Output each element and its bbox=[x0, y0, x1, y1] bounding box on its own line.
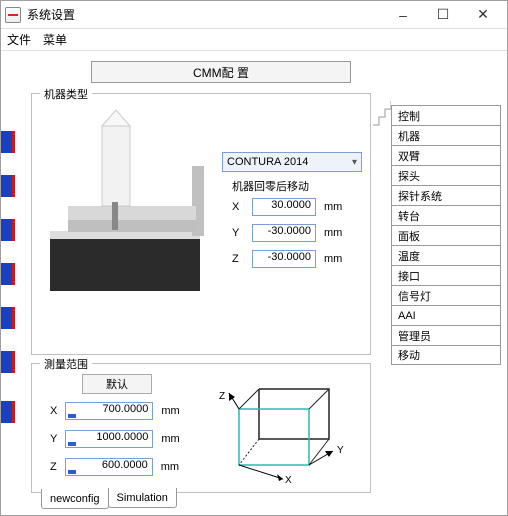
cube-x-label: X bbox=[285, 475, 292, 485]
side-tab-rotary[interactable]: 转台 bbox=[391, 205, 501, 225]
cube-y-label: Y bbox=[337, 445, 344, 456]
post-home-label: 机器回零后移动 bbox=[232, 178, 309, 194]
side-tab-machine[interactable]: 机器 bbox=[391, 125, 501, 145]
cmm-illustration bbox=[42, 106, 212, 306]
side-tab-control[interactable]: 控制 bbox=[391, 105, 501, 125]
axis-x-input[interactable]: 30.0000 bbox=[252, 198, 316, 216]
range-row-x: X 700.0000 mm bbox=[50, 402, 183, 420]
range-y-unit: mm bbox=[161, 433, 183, 445]
left-notches-bottom bbox=[1, 401, 15, 423]
model-select-value: CONTURA 2014 bbox=[227, 156, 308, 168]
range-cube-diagram: X Y Z bbox=[211, 379, 351, 485]
axis-y-unit: mm bbox=[324, 227, 346, 239]
axis-z-label: Z bbox=[232, 253, 244, 265]
range-z-input[interactable]: 600.0000 bbox=[65, 458, 153, 476]
group-range-title: 測量范围 bbox=[40, 356, 92, 372]
bottom-tabs: newconfig Simulation bbox=[41, 489, 176, 509]
axis-z-unit: mm bbox=[324, 253, 346, 265]
range-row-z: Z 600.0000 mm bbox=[50, 458, 183, 476]
axis-row-z: Z -30.0000 mm bbox=[232, 250, 346, 268]
side-tab-move[interactable]: 移动 bbox=[391, 345, 501, 365]
titlebar: 系统设置 – ☐ ✕ bbox=[1, 1, 507, 29]
app-icon bbox=[5, 7, 21, 23]
tab-newconfig[interactable]: newconfig bbox=[41, 489, 109, 509]
axis-row-y: Y -30.0000 mm bbox=[232, 224, 346, 242]
menubar: 文件 菜单 bbox=[1, 29, 507, 51]
window-title: 系统设置 bbox=[27, 6, 75, 23]
side-tabs: 控制 机器 双臂 探头 探针系统 转台 面板 温度 接口 信号灯 AAI 管理员… bbox=[391, 105, 501, 365]
group-machine-title: 机器类型 bbox=[40, 86, 92, 102]
page-banner: CMM配 置 bbox=[91, 61, 351, 83]
range-y-label: Y bbox=[50, 433, 57, 445]
range-z-label: Z bbox=[50, 461, 57, 473]
range-y-input[interactable]: 1000.0000 bbox=[65, 430, 153, 448]
close-button[interactable]: ✕ bbox=[463, 1, 503, 29]
default-button[interactable]: 默认 bbox=[82, 374, 152, 394]
tab-simulation[interactable]: Simulation bbox=[108, 488, 177, 508]
menu-menu[interactable]: 菜单 bbox=[43, 31, 67, 48]
cube-z-label: Z bbox=[219, 391, 225, 402]
chevron-down-icon: ▾ bbox=[352, 157, 357, 168]
side-tab-interface[interactable]: 接口 bbox=[391, 265, 501, 285]
side-tab-panel[interactable]: 面板 bbox=[391, 225, 501, 245]
tab-connector bbox=[373, 97, 391, 127]
axis-z-input[interactable]: -30.0000 bbox=[252, 250, 316, 268]
side-tab-stylus[interactable]: 探针系统 bbox=[391, 185, 501, 205]
axis-x-unit: mm bbox=[324, 201, 346, 213]
range-row-y: Y 1000.0000 mm bbox=[50, 430, 183, 448]
group-machine-type: 机器类型 CONTURA 2014 ▾ 机器回零后移动 X 30.0000 bbox=[31, 93, 371, 355]
range-z-unit: mm bbox=[161, 461, 183, 473]
side-tab-admin[interactable]: 管理员 bbox=[391, 325, 501, 345]
client-area: CMM配 置 机器类型 CONTURA 2014 ▾ 机器回零后移动 bbox=[1, 51, 507, 515]
window-controls: – ☐ ✕ bbox=[383, 1, 503, 29]
range-x-label: X bbox=[50, 405, 57, 417]
side-tab-aai[interactable]: AAI bbox=[391, 305, 501, 325]
left-notches-top bbox=[1, 131, 15, 373]
app-window: 系统设置 – ☐ ✕ 文件 菜单 CMM配 置 机器类型 bbox=[0, 0, 508, 516]
side-tab-temperature[interactable]: 温度 bbox=[391, 245, 501, 265]
range-x-input[interactable]: 700.0000 bbox=[65, 402, 153, 420]
menu-file[interactable]: 文件 bbox=[7, 31, 31, 48]
minimize-button[interactable]: – bbox=[383, 1, 423, 29]
side-tab-dualarm[interactable]: 双臂 bbox=[391, 145, 501, 165]
range-x-unit: mm bbox=[161, 405, 183, 417]
axis-x-label: X bbox=[232, 201, 244, 213]
side-tab-probe[interactable]: 探头 bbox=[391, 165, 501, 185]
side-tab-signal[interactable]: 信号灯 bbox=[391, 285, 501, 305]
model-select[interactable]: CONTURA 2014 ▾ bbox=[222, 152, 362, 172]
axis-y-input[interactable]: -30.0000 bbox=[252, 224, 316, 242]
axis-y-label: Y bbox=[232, 227, 244, 239]
maximize-button[interactable]: ☐ bbox=[423, 1, 463, 29]
axis-row-x: X 30.0000 mm bbox=[232, 198, 346, 216]
